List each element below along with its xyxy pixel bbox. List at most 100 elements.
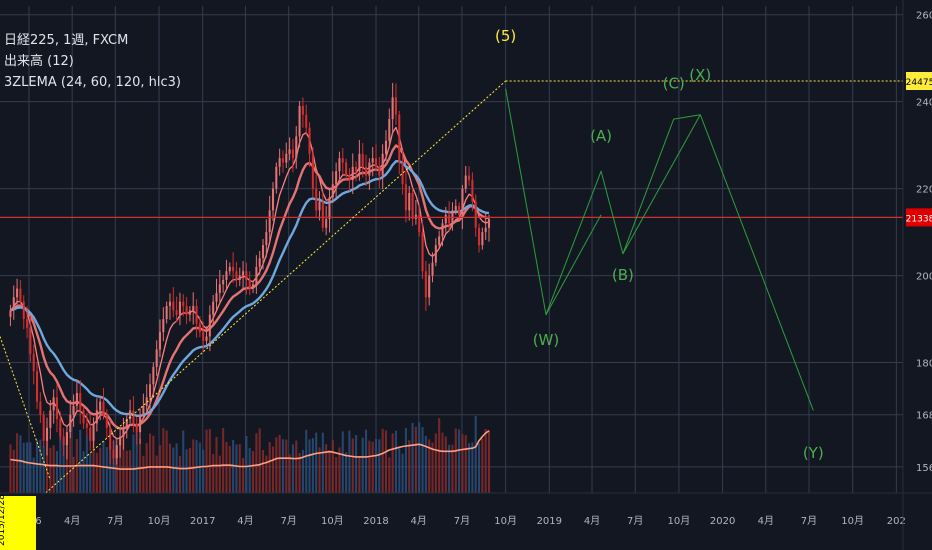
candle-body <box>275 166 278 189</box>
candle-body <box>79 392 82 411</box>
candle-body <box>384 140 388 154</box>
volume-bar <box>461 434 464 493</box>
candle-body <box>152 366 155 385</box>
candle-body <box>115 445 118 459</box>
volume-bar <box>361 437 364 493</box>
candle-body <box>394 97 397 115</box>
candle-body <box>215 292 218 302</box>
candle-body <box>188 310 191 315</box>
volume-bar <box>148 433 152 493</box>
volume-bar <box>335 457 338 493</box>
volume-bar <box>12 449 15 493</box>
candle-body <box>418 214 421 233</box>
volume-bar <box>182 430 185 493</box>
candle-body <box>168 301 171 307</box>
candle-body <box>102 401 105 415</box>
x-tick-label: 10月 <box>494 515 517 527</box>
current-price-label: 21338 <box>906 214 932 224</box>
x-tick-label: 2020 <box>710 516 735 527</box>
volume-bar <box>198 442 201 493</box>
candle-body <box>328 197 331 220</box>
candle-body <box>288 149 291 154</box>
volume-bar <box>261 450 265 493</box>
chart-legend: 日経225, 1週, FXCM 出来高 (12) 3ZLEMA (24, 60,… <box>4 30 181 93</box>
wave-label-x: (X) <box>689 66 711 84</box>
candle-body <box>129 410 132 420</box>
volume-bar <box>52 445 55 493</box>
volume-bar <box>295 440 298 493</box>
candle-body <box>291 149 294 159</box>
volume-bar <box>252 451 255 493</box>
volume-bar <box>258 428 261 493</box>
candle-body <box>378 166 381 176</box>
volume-bar <box>36 440 39 493</box>
volume-bar <box>92 430 95 493</box>
legend-symbol[interactable]: 日経225, 1週, FXCM <box>4 33 129 48</box>
volume-bar <box>225 442 228 493</box>
wave-overlay <box>0 80 903 494</box>
start-date-label: 2015/12/28 <box>0 494 7 546</box>
volume-bar <box>222 428 225 493</box>
candle-body <box>391 97 394 120</box>
candle-body <box>55 397 59 420</box>
candle-body <box>65 432 68 446</box>
volume-bar <box>428 439 431 493</box>
candle-body <box>212 301 215 315</box>
legend-ema[interactable]: 3ZLEMA (24, 60, 120, hlc3) <box>4 75 181 90</box>
volume-bar <box>328 450 331 493</box>
candle-body <box>69 414 72 433</box>
volume-bar <box>391 433 394 493</box>
candle-body <box>285 153 288 163</box>
volume-bar <box>55 450 59 493</box>
candle-body <box>487 219 491 228</box>
prior-trendline <box>0 336 51 481</box>
candle-body <box>22 301 25 320</box>
wave5-price-label: 24475 <box>906 78 932 88</box>
x-tick-label: 10月 <box>668 515 691 527</box>
volume-bar <box>142 455 145 493</box>
wave-label-w: (W) <box>533 331 560 349</box>
wave-label-y: (Y) <box>803 444 824 462</box>
volume-bar <box>238 444 241 493</box>
candle-body <box>125 419 128 428</box>
x-tick-label: 4月 <box>237 515 253 527</box>
candle-body <box>202 332 205 341</box>
volume-bar <box>478 443 481 493</box>
volume-bar <box>129 450 132 493</box>
volume-bar <box>205 429 208 493</box>
volume-ma-line <box>10 430 490 470</box>
x-tick-label: 7月 <box>454 515 470 527</box>
volume-bar <box>235 444 238 493</box>
volume-bar <box>132 434 135 493</box>
y-tick-label: 20000 <box>916 272 932 283</box>
volume-bar <box>212 453 215 493</box>
candle-body <box>331 184 334 198</box>
candle-body <box>16 288 19 298</box>
candle-body <box>142 406 145 415</box>
x-tick-label: 2019 <box>537 516 562 527</box>
candle-body <box>178 301 181 315</box>
candle-body <box>308 127 311 154</box>
candle-body <box>95 410 98 424</box>
volume-bar <box>135 432 138 493</box>
volume-bar <box>275 437 278 493</box>
candle-body <box>305 114 308 128</box>
volume-bar <box>431 442 434 493</box>
volume-bar <box>318 447 321 493</box>
candle-body <box>218 284 221 293</box>
wave-channel-upper <box>545 214 602 315</box>
volume-bar <box>125 450 128 493</box>
candle-body <box>408 192 411 211</box>
candle-body <box>235 271 238 280</box>
legend-volume[interactable]: 出来高 (12) <box>4 54 74 69</box>
candle-body <box>281 158 284 163</box>
volume-bar <box>228 446 231 493</box>
volume-bar <box>105 447 108 493</box>
candle-body <box>358 153 361 172</box>
candle-body <box>461 188 464 215</box>
wave5-price-badge <box>906 72 932 91</box>
candle-body <box>351 166 354 180</box>
volume-bar <box>414 426 417 493</box>
volume-bar <box>321 432 324 493</box>
